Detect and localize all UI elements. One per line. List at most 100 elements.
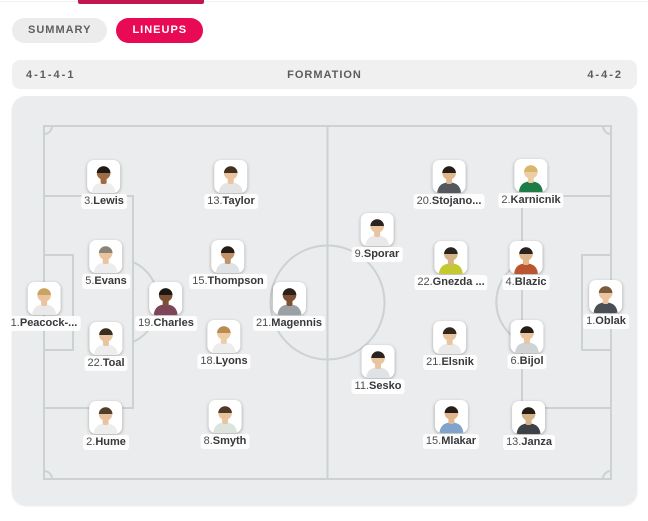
player-label: 15.Mlakar [422, 433, 480, 449]
corner-arc-top-right [602, 125, 612, 135]
player-label: 2.Hume [83, 434, 129, 450]
corner-arc-bottom-right [602, 470, 612, 480]
player-avatar-icon [437, 326, 462, 354]
player-photo [512, 400, 546, 434]
player-label: 20.Stojano... [413, 193, 485, 209]
player-avatar-icon [515, 325, 539, 353]
player-photo [361, 344, 395, 378]
player-label: 19.Charles [135, 315, 197, 331]
player-photo [207, 319, 241, 353]
corner-arc-bottom-left [43, 470, 53, 480]
player-photo [509, 240, 543, 274]
player-label: 21.Elsnik [423, 354, 477, 370]
player-photo [89, 239, 123, 273]
player-avatar-icon [154, 287, 178, 315]
player-label: 13.Janza [503, 434, 555, 450]
player-chip-away[interactable]: 20.Stojano... [413, 159, 485, 209]
player-photo [208, 399, 242, 433]
player-photo [214, 159, 248, 193]
player-label: 2.Karnicnik [498, 192, 564, 208]
player-label: 8.Smyth [200, 433, 250, 449]
tab-lineups[interactable]: LINEUPS [116, 18, 204, 43]
player-photo [211, 239, 245, 273]
player-chip-home[interactable]: 5.Evans [82, 239, 130, 289]
home-formation: 4-1-4-1 [26, 68, 76, 81]
player-label: 1.Oblak [583, 313, 629, 329]
player-chip-away[interactable]: 4.Blazic [502, 240, 550, 290]
player-avatar-icon [517, 406, 541, 434]
player-avatar-icon [93, 245, 118, 273]
player-photo [433, 320, 467, 354]
player-avatar-icon [593, 285, 618, 313]
player-chip-home[interactable]: 3.Lewis [81, 159, 127, 209]
player-avatar-icon [213, 405, 237, 433]
tab-summary[interactable]: SUMMARY [12, 18, 108, 43]
player-label: 5.Evans [82, 273, 130, 289]
top-divider [0, 1, 648, 2]
player-photo [514, 158, 548, 192]
player-label: 22.Toal [84, 355, 128, 371]
player-label: 13.Taylor [204, 193, 258, 209]
player-photo [510, 319, 544, 353]
player-photo [434, 399, 468, 433]
player-photo [272, 281, 306, 315]
player-avatar-icon [438, 246, 463, 274]
player-photo [27, 281, 61, 315]
player-label: 6.Bijol [507, 353, 547, 369]
player-label: 11.Sesko [351, 378, 405, 394]
formation-bar: 4-1-4-1 FORMATION 4-4-2 [12, 60, 637, 89]
player-label: 9.Sporar [351, 246, 403, 262]
player-avatar-icon [94, 406, 118, 434]
player-chip-away[interactable]: 2.Karnicnik [498, 158, 564, 208]
player-chip-home[interactable]: 21.Magennis [252, 281, 326, 331]
player-photo [432, 159, 466, 193]
player-chip-home[interactable]: 1.Peacock-... [7, 281, 81, 331]
player-avatar-icon [518, 164, 543, 192]
player-chip-home[interactable]: 19.Charles [135, 281, 197, 331]
player-avatar-icon [94, 327, 118, 355]
player-chip-home[interactable]: 2.Hume [83, 400, 129, 450]
player-chip-away[interactable]: 1.Oblak [583, 279, 629, 329]
player-avatar-icon [366, 350, 390, 378]
player-label: 21.Magennis [252, 315, 326, 331]
player-avatar-icon [439, 405, 463, 433]
player-chip-away[interactable]: 15.Mlakar [422, 399, 480, 449]
active-tab-indicator [78, 0, 204, 4]
player-avatar-icon [31, 287, 56, 315]
player-chip-home[interactable]: 22.Toal [84, 321, 128, 371]
player-photo [89, 400, 123, 434]
player-chip-away[interactable]: 13.Janza [503, 400, 555, 450]
player-avatar-icon [436, 165, 461, 193]
player-label: 4.Blazic [502, 274, 550, 290]
player-label: 22.Gnezda ... [414, 274, 488, 290]
player-avatar-icon [277, 287, 301, 315]
player-photo [89, 321, 123, 355]
player-chip-away[interactable]: 6.Bijol [507, 319, 547, 369]
pitch-card: 1.Peacock-... 3.Lewis 5.Evans 22.Toal 2.Hume… [7, 96, 637, 505]
player-avatar-icon [513, 246, 538, 274]
player-chip-home[interactable]: 8.Smyth [200, 399, 250, 449]
player-chip-away[interactable]: 11.Sesko [351, 344, 405, 394]
formation-title: FORMATION [287, 68, 362, 81]
player-label: 15.Thompson [189, 273, 267, 289]
player-photo [360, 212, 394, 246]
corner-arc-top-left [43, 125, 53, 135]
player-photo [434, 240, 468, 274]
player-label: 3.Lewis [81, 193, 127, 209]
player-avatar-icon [215, 245, 240, 273]
centre-circle [269, 244, 386, 361]
player-avatar-icon [91, 165, 116, 193]
player-avatar-icon [365, 218, 389, 246]
player-chip-home[interactable]: 18.Lyons [197, 319, 251, 369]
player-avatar-icon [211, 325, 236, 353]
player-chip-away[interactable]: 21.Elsnik [423, 320, 477, 370]
player-chip-home[interactable]: 13.Taylor [204, 159, 258, 209]
player-chip-away[interactable]: 9.Sporar [351, 212, 403, 262]
players-layer: 1.Peacock-... 3.Lewis 5.Evans 22.Toal 2.Hume… [7, 96, 637, 505]
player-photo [87, 159, 121, 193]
player-chip-away[interactable]: 22.Gnezda ... [414, 240, 488, 290]
player-label: 1.Peacock-... [7, 315, 81, 331]
player-chip-home[interactable]: 15.Thompson [189, 239, 267, 289]
player-photo [149, 281, 183, 315]
